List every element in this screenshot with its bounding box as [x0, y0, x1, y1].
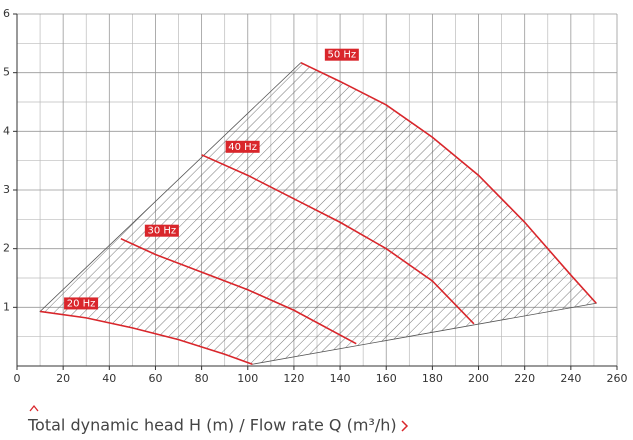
series-label: 40 Hz	[228, 142, 257, 153]
x-tick-label: 160	[376, 372, 397, 385]
series-label: 50 Hz	[328, 50, 357, 61]
x-tick-label: 120	[283, 372, 304, 385]
x-tick-label: 100	[237, 372, 258, 385]
footer-text[interactable]: Total dynamic head H (m) / Flow rate Q (…	[27, 416, 397, 435]
series-label-box	[64, 297, 99, 310]
x-tick-label: 240	[560, 372, 581, 385]
curve	[120, 237, 357, 345]
curve	[39, 310, 253, 365]
caret-icon[interactable]	[29, 404, 39, 412]
x-tick-label: 180	[422, 372, 443, 385]
curve	[201, 154, 475, 325]
y-tick-label: 5	[3, 66, 10, 79]
x-tick-label: 0	[14, 372, 21, 385]
series-label: 30 Hz	[148, 226, 177, 237]
series-label-box	[144, 224, 179, 237]
series-label: 20 Hz	[67, 298, 96, 309]
x-tick-label: 60	[148, 372, 162, 385]
x-tick-label: 20	[56, 372, 70, 385]
x-tick-label: 40	[102, 372, 116, 385]
x-tick-label: 80	[195, 372, 209, 385]
y-tick-label: 1	[3, 300, 10, 313]
y-tick-label: 2	[3, 242, 10, 255]
x-tick-label: 220	[514, 372, 535, 385]
curve	[300, 61, 597, 304]
chevron-icon[interactable]	[401, 420, 409, 432]
x-tick-label: 140	[330, 372, 351, 385]
series-label-box	[225, 140, 260, 153]
envelope-hatch	[39, 62, 598, 365]
x-tick-label: 200	[468, 372, 489, 385]
y-tick-label: 6	[3, 7, 10, 20]
x-tick-label: 260	[607, 372, 628, 385]
y-tick-label: 3	[3, 183, 10, 196]
series-label-box	[324, 48, 359, 61]
y-tick-label: 4	[3, 124, 10, 137]
